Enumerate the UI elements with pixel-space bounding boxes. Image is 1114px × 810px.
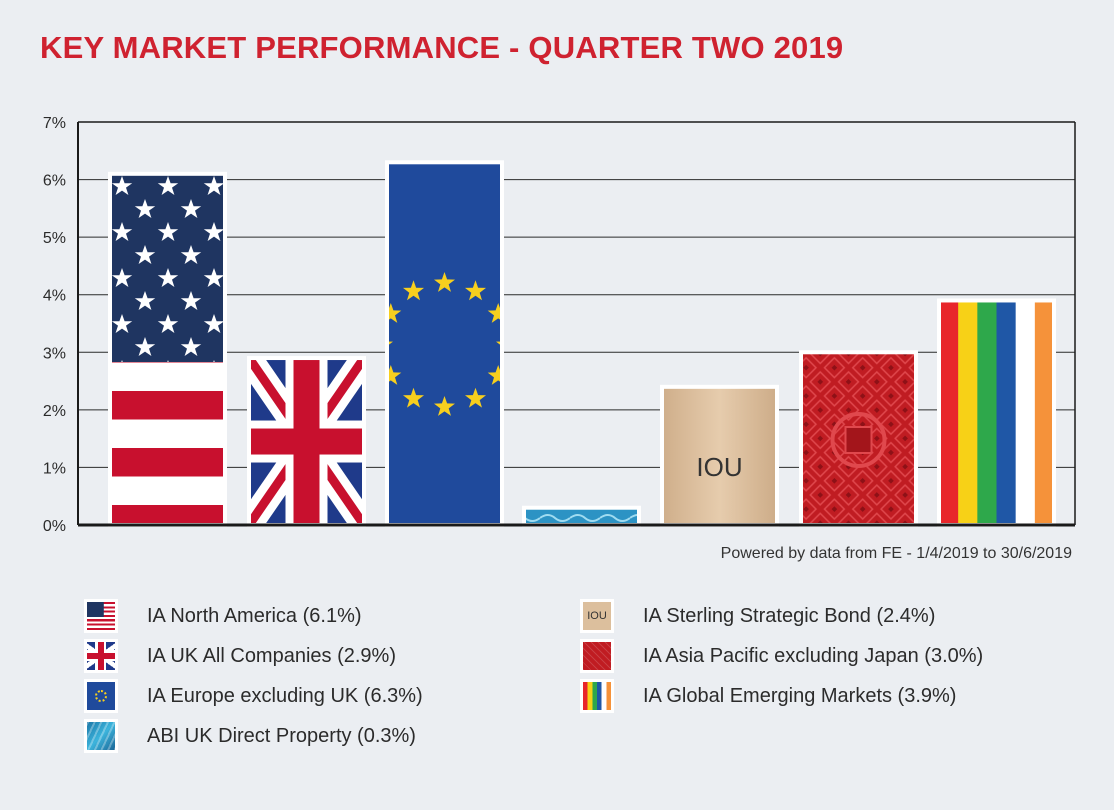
bar-rainbow xyxy=(937,298,1056,527)
bar-us-flag xyxy=(108,171,227,527)
water-icon xyxy=(87,722,115,750)
bar-iou-note: IOU xyxy=(660,384,779,528)
bar-uk-flag xyxy=(247,356,366,527)
legend-label: IA UK All Companies (2.9%) xyxy=(147,644,396,667)
uk-flag-icon xyxy=(87,642,115,670)
bar-asian-pattern xyxy=(799,350,918,527)
legend-label: IA Global Emerging Markets (3.9%) xyxy=(643,684,957,707)
legend-item-asia: IA Asia Pacific excluding Japan (3.0%) xyxy=(583,636,983,676)
y-tick-label: 4% xyxy=(43,288,66,305)
y-tick-label: 0% xyxy=(43,518,66,535)
legend-left: IA North America (6.1%) IA UK All Compan… xyxy=(87,596,423,756)
y-tick-label: 7% xyxy=(43,115,66,132)
legend-label: ABI UK Direct Property (0.3%) xyxy=(147,724,416,747)
rainbow-icon xyxy=(583,682,611,710)
chart-gridlines xyxy=(78,121,1075,526)
legend-item-north-america: IA North America (6.1%) xyxy=(87,596,423,636)
chart-frame xyxy=(77,121,1076,527)
iou-bar-label: IOU xyxy=(696,452,742,482)
y-tick-label: 2% xyxy=(43,403,66,420)
iou-note-icon: IOU xyxy=(583,602,611,630)
legend-right: IOU IA Sterling Strategic Bond (2.4%) IA… xyxy=(583,596,983,716)
legend-item-emerging: IA Global Emerging Markets (3.9%) xyxy=(583,676,983,716)
legend-item-property: ABI UK Direct Property (0.3%) xyxy=(87,716,423,756)
legend-item-bond: IOU IA Sterling Strategic Bond (2.4%) xyxy=(583,596,983,636)
asian-pattern-icon xyxy=(583,642,611,670)
eu-flag-icon xyxy=(87,682,115,710)
legend-label: IA North America (6.1%) xyxy=(147,604,362,627)
y-tick-label: 6% xyxy=(43,173,66,190)
legend-label: IA Europe excluding UK (6.3%) xyxy=(147,684,423,707)
bar-water xyxy=(522,505,641,528)
legend-label: IA Sterling Strategic Bond (2.4%) xyxy=(643,604,936,627)
bar-eu-flag xyxy=(385,160,504,528)
legend-item-uk: IA UK All Companies (2.9%) xyxy=(87,636,423,676)
chart-title: KEY MARKET PERFORMANCE - QUARTER TWO 201… xyxy=(40,30,844,65)
y-tick-label: 1% xyxy=(43,460,66,477)
chart-bars: IOU xyxy=(108,160,1056,528)
legend-item-europe: IA Europe excluding UK (6.3%) xyxy=(87,676,423,716)
y-tick-label: 5% xyxy=(43,230,66,247)
y-tick-label: 3% xyxy=(43,345,66,362)
us-flag-icon xyxy=(87,602,115,630)
legend-label: IA Asia Pacific excluding Japan (3.0%) xyxy=(643,644,984,667)
bar-chart: 0% 1% 2% 3% 4% 5% 6% 7% IOU xyxy=(43,115,1076,535)
y-axis-ticks: 0% 1% 2% 3% 4% 5% 6% 7% xyxy=(43,115,66,535)
source-note: Powered by data from FE - 1/4/2019 to 30… xyxy=(720,545,1072,562)
